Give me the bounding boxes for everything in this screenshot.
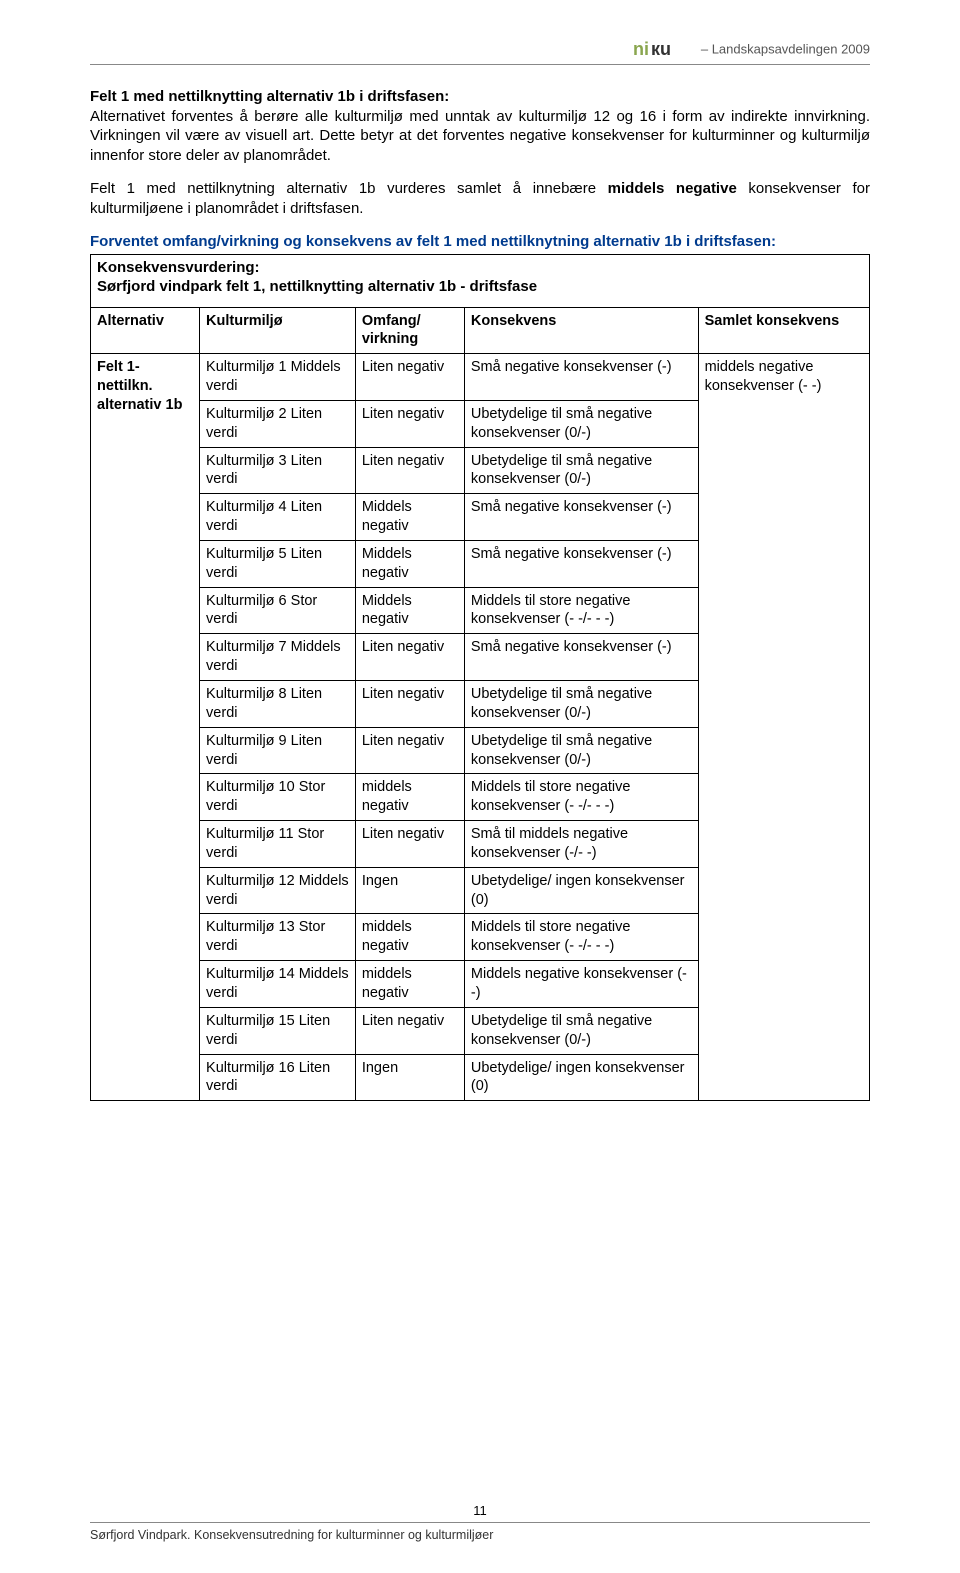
cell-omfang: Liten negativ <box>355 400 464 447</box>
svg-text:кu: кu <box>651 40 671 59</box>
cell-kulturmiljo: Kulturmiljø 7 Middels verdi <box>200 634 356 681</box>
table-row: Felt 1- nettilkn. alternativ 1bKulturmil… <box>91 354 870 401</box>
cell-kulturmiljo: Kulturmiljø 9 Liten verdi <box>200 727 356 774</box>
para1: Alternativet forventes å berøre alle kul… <box>90 108 870 164</box>
th-alt: Alternativ <box>91 307 200 354</box>
cell-omfang: Liten negativ <box>355 681 464 728</box>
heading-paragraph: Felt 1 med nettilknytting alternativ 1b … <box>90 87 870 165</box>
cell-kulturmiljo: Kulturmiljø 15 Liten verdi <box>200 1007 356 1054</box>
cell-konsekvens: Middels til store negative konsekvenser … <box>464 587 698 634</box>
cell-kulturmiljo: Kulturmiljø 13 Stor verdi <box>200 914 356 961</box>
cell-konsekvens: Middels negative konsekvenser (- -) <box>464 961 698 1008</box>
header-right-text: – Landskapsavdelingen 2009 <box>701 41 870 56</box>
cell-kulturmiljo: Kulturmiljø 16 Liten verdi <box>200 1054 356 1101</box>
cell-omfang: middels negativ <box>355 961 464 1008</box>
page-footer: 11 Sørfjord Vindpark. Konsekvensutrednin… <box>90 1503 870 1543</box>
table-body: Felt 1- nettilkn. alternativ 1bKulturmil… <box>91 354 870 1101</box>
cell-kulturmiljo: Kulturmiljø 8 Liten verdi <box>200 681 356 728</box>
page-header: ni кu – Landskapsavdelingen 2009 <box>90 40 870 60</box>
cell-omfang: Middels negativ <box>355 540 464 587</box>
cell-omfang: middels negativ <box>355 774 464 821</box>
page-number: 11 <box>90 1503 870 1520</box>
blue-heading: Forventet omfang/virkning og konsekvens … <box>90 232 870 252</box>
sub-b: Sørfjord vindpark felt 1, nettilknytting… <box>97 277 863 297</box>
th-ov: Omfang/ virkning <box>355 307 464 354</box>
cell-omfang: Liten negativ <box>355 354 464 401</box>
cell-kulturmiljo: Kulturmiljø 1 Middels verdi <box>200 354 356 401</box>
table-title-box: Konsekvensvurdering: Sørfjord vindpark f… <box>90 254 870 307</box>
th-saml: Samlet konsekvens <box>698 307 869 354</box>
table-header-row: Alternativ Kulturmiljø Omfang/ virkning … <box>91 307 870 354</box>
cell-konsekvens: Ubetydelige/ ingen konsekvenser (0) <box>464 1054 698 1101</box>
cell-konsekvens: Små negative konsekvenser (-) <box>464 354 698 401</box>
para2: Felt 1 med nettilknytning alternativ 1b … <box>90 179 870 218</box>
cell-omfang: Liten negativ <box>355 447 464 494</box>
footer-text: Sørfjord Vindpark. Konsekvensutredning f… <box>90 1527 870 1543</box>
svg-text:ni: ni <box>633 40 649 59</box>
cell-konsekvens: Middels til store negative konsekvenser … <box>464 914 698 961</box>
cell-kulturmiljo: Kulturmiljø 11 Stor verdi <box>200 821 356 868</box>
cell-konsekvens: Små negative konsekvenser (-) <box>464 494 698 541</box>
cell-kulturmiljo: Kulturmiljø 6 Stor verdi <box>200 587 356 634</box>
logo-icon: ni кu <box>633 40 693 60</box>
cell-konsekvens: Små til middels negative konsekvenser (-… <box>464 821 698 868</box>
cell-konsekvens: Små negative konsekvenser (-) <box>464 540 698 587</box>
cell-konsekvens: Ubetydelige til små negative konsekvense… <box>464 681 698 728</box>
cell-omfang: Middels negativ <box>355 587 464 634</box>
cell-kulturmiljo: Kulturmiljø 12 Middels verdi <box>200 867 356 914</box>
cell-alternativ: Felt 1- nettilkn. alternativ 1b <box>91 354 200 1101</box>
cell-samlet: middels negative konsekvenser (- -) <box>698 354 869 1101</box>
cell-omfang: Middels negativ <box>355 494 464 541</box>
cell-konsekvens: Middels til store negative konsekvenser … <box>464 774 698 821</box>
cell-omfang: Liten negativ <box>355 821 464 868</box>
th-km: Kulturmiljø <box>200 307 356 354</box>
cell-konsekvens: Ubetydelige til små negative konsekvense… <box>464 447 698 494</box>
cell-konsekvens: Ubetydelige/ ingen konsekvenser (0) <box>464 867 698 914</box>
cell-kulturmiljo: Kulturmiljø 3 Liten verdi <box>200 447 356 494</box>
para2a: Felt 1 med nettilknytning alternativ 1b … <box>90 180 608 197</box>
cell-kulturmiljo: Kulturmiljø 14 Middels verdi <box>200 961 356 1008</box>
cell-omfang: Liten negativ <box>355 727 464 774</box>
cell-konsekvens: Ubetydelige til små negative konsekvense… <box>464 727 698 774</box>
para2b: middels negative <box>608 180 737 197</box>
cell-konsekvens: Ubetydelige til små negative konsekvense… <box>464 1007 698 1054</box>
cell-omfang: Ingen <box>355 867 464 914</box>
cell-omfang: Ingen <box>355 1054 464 1101</box>
cell-konsekvens: Små negative konsekvenser (-) <box>464 634 698 681</box>
heading1: Felt 1 med nettilknytting alternativ 1b … <box>90 88 449 105</box>
footer-rule <box>90 1522 870 1523</box>
consequence-table: Alternativ Kulturmiljø Omfang/ virkning … <box>90 307 870 1102</box>
cell-omfang: middels negativ <box>355 914 464 961</box>
cell-omfang: Liten negativ <box>355 1007 464 1054</box>
cell-konsekvens: Ubetydelige til små negative konsekvense… <box>464 400 698 447</box>
cell-kulturmiljo: Kulturmiljø 5 Liten verdi <box>200 540 356 587</box>
cell-omfang: Liten negativ <box>355 634 464 681</box>
sub-a: Konsekvensvurdering: <box>97 258 863 278</box>
cell-kulturmiljo: Kulturmiljø 4 Liten verdi <box>200 494 356 541</box>
cell-kulturmiljo: Kulturmiljø 2 Liten verdi <box>200 400 356 447</box>
th-kons: Konsekvens <box>464 307 698 354</box>
cell-kulturmiljo: Kulturmiljø 10 Stor verdi <box>200 774 356 821</box>
header-rule <box>90 64 870 65</box>
